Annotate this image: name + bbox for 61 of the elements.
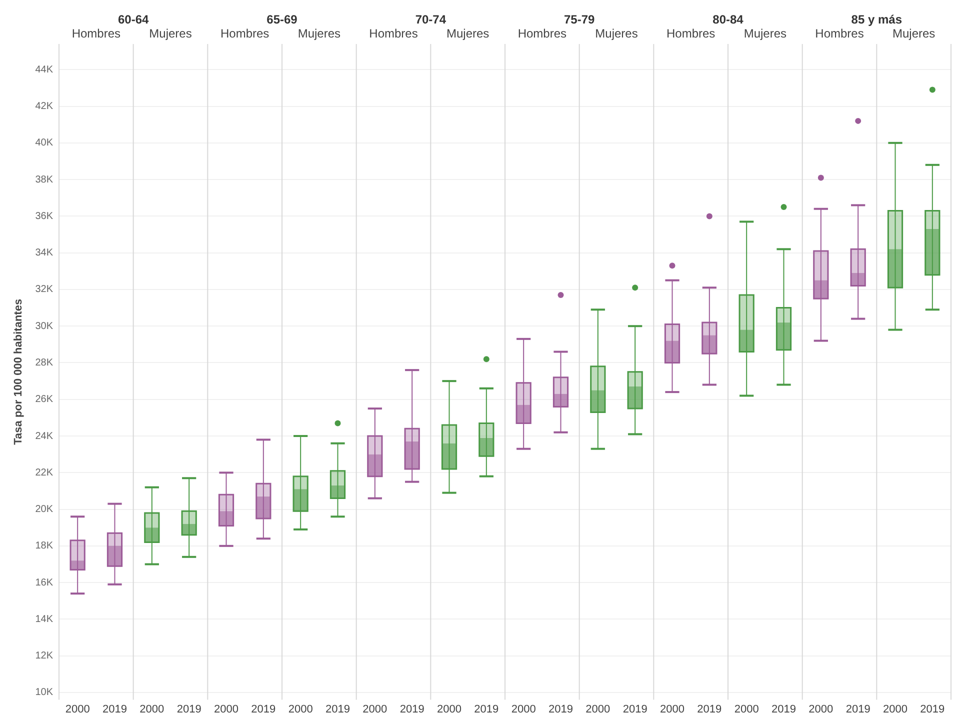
x-tick-label: 2019 (920, 703, 945, 716)
y-tick-label: 18K (35, 540, 54, 552)
x-tick-label: 2000 (140, 703, 164, 716)
x-tick-label: 2000 (586, 703, 610, 716)
x-tick-label: 2000 (214, 703, 238, 716)
y-tick-label: 42K (35, 101, 54, 112)
x-tick-label: 2019 (548, 703, 573, 716)
y-tick-label: 22K (35, 467, 54, 478)
x-tick-label: 2000 (437, 703, 462, 716)
y-tick-label: 26K (35, 394, 54, 406)
x-tick-label: 2000 (362, 703, 388, 716)
text: Hombres (518, 26, 567, 40)
x-tick-label: 2000 (734, 703, 759, 716)
y-tick-label: 14K (35, 614, 54, 625)
text: 60-64 (118, 12, 149, 26)
y-tick-label: 16K (35, 577, 54, 588)
y-tick-label: 30K (35, 320, 54, 332)
text: Mujeres (446, 26, 490, 40)
x-tick-label: 2019 (251, 703, 276, 716)
x-tick-label: 2019 (326, 703, 350, 716)
y-tick-label: 12K (35, 650, 54, 662)
y-tick-label: 38K (35, 174, 54, 186)
text: Mujeres (149, 26, 192, 40)
text: 75-79 (564, 12, 595, 26)
x-tick-label: 2019 (846, 703, 870, 716)
x-tick-label: 2019 (474, 703, 499, 716)
text: 70-74 (415, 12, 446, 26)
y-tick-label: 32K (35, 284, 54, 296)
y-tick-label: 10K (35, 687, 54, 698)
text: Hombres (369, 26, 418, 40)
x-tick-label: 2019 (400, 703, 424, 716)
x-tick-label: 2000 (511, 703, 536, 716)
x-tick-label: 2000 (883, 703, 908, 716)
x-tick-label: 2019 (176, 703, 202, 716)
text: Mujeres (595, 26, 638, 40)
y-axis-title: Tasa por 100 000 habitantes (12, 298, 25, 445)
y-tick-label: 44K (35, 64, 54, 76)
x-tick-label: 2019 (622, 703, 648, 716)
x-tick-label: 2000 (808, 703, 834, 716)
text: Hombres (666, 26, 716, 40)
text: Hombres (220, 26, 270, 40)
y-tick-label: 20K (35, 504, 54, 516)
text: 65-69 (266, 12, 298, 26)
text: 80-84 (712, 12, 744, 26)
y-tick-label: 28K (35, 357, 54, 368)
x-tick-label: 2000 (288, 703, 313, 716)
text: 85 y más (851, 12, 902, 26)
text: Mujeres (744, 26, 787, 40)
x-tick-label: 2000 (65, 703, 90, 716)
x-tick-label: 2019 (772, 703, 796, 716)
text: Hombres (815, 26, 864, 40)
y-tick-label: 24K (35, 430, 54, 442)
x-tick-label: 2019 (102, 703, 127, 716)
y-tick-label: 34K (35, 248, 54, 259)
text: Mujeres (892, 26, 936, 40)
text: Mujeres (298, 26, 341, 40)
y-tick-label: 40K (35, 138, 54, 149)
x-tick-label: 2019 (697, 703, 722, 716)
text: Hombres (72, 26, 121, 40)
y-tick-label: 36K (35, 210, 54, 222)
x-tick-label: 2000 (660, 703, 684, 716)
